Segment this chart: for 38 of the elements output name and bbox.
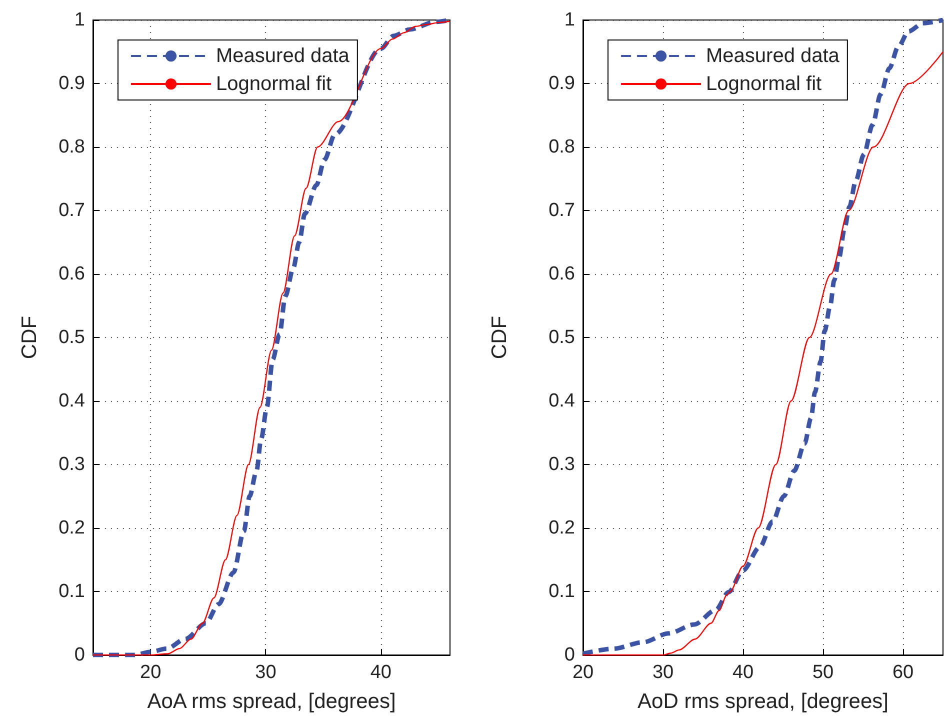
x-tick-label: 20: [572, 662, 594, 683]
x-tick-label: 50: [812, 662, 834, 683]
y-tick-label: 0: [564, 644, 575, 666]
y-tick-label: 0.7: [548, 200, 575, 221]
y-tick-label: 0.4: [548, 390, 576, 412]
x-axis-title: AoD rms spread, [degrees]: [638, 690, 888, 713]
legend-label: Lognormal fit: [706, 73, 822, 95]
y-tick-label: 0.7: [58, 200, 85, 221]
y-tick-label: 0.3: [58, 454, 85, 475]
y-tick-label: 0.9: [58, 73, 85, 94]
x-tick-label: 30: [255, 662, 276, 683]
legend-label: Lognormal fit: [216, 73, 332, 95]
y-tick-label: 0.9: [548, 73, 575, 94]
y-tick-label: 0.6: [58, 264, 85, 284]
x-tick-label: 30: [652, 662, 674, 683]
y-tick-label: 0.1: [548, 581, 575, 602]
y-tick-label: 0: [74, 644, 85, 666]
y-tick-label: 0.6: [548, 264, 575, 284]
x-axis-title: AoA rms spread, [degrees]: [147, 690, 396, 713]
y-tick-label: 1: [564, 10, 575, 30]
y-tick-label: 0.1: [58, 581, 85, 602]
x-tick-label: 40: [732, 662, 754, 683]
y-tick-label: 0.2: [548, 518, 575, 538]
y-tick-label: 0.2: [58, 518, 85, 538]
legend-label: Measured data: [216, 45, 350, 67]
y-axis-title: CDF: [488, 316, 511, 360]
y-tick-label: 0.3: [548, 454, 575, 475]
legend-label: Measured data: [706, 45, 840, 67]
x-tick-label: 60: [892, 662, 914, 683]
y-tick-label: 0.8: [58, 136, 85, 158]
x-tick-label: 40: [370, 662, 392, 683]
x-tick-label: 20: [140, 662, 162, 683]
y-axis-title: CDF: [18, 316, 41, 360]
y-tick-label: 0.4: [58, 390, 86, 412]
y-tick-label: 0.8: [548, 136, 575, 158]
y-tick-label: 1: [74, 10, 85, 30]
y-tick-label: 0.5: [548, 327, 575, 348]
y-tick-label: 0.5: [58, 327, 85, 348]
